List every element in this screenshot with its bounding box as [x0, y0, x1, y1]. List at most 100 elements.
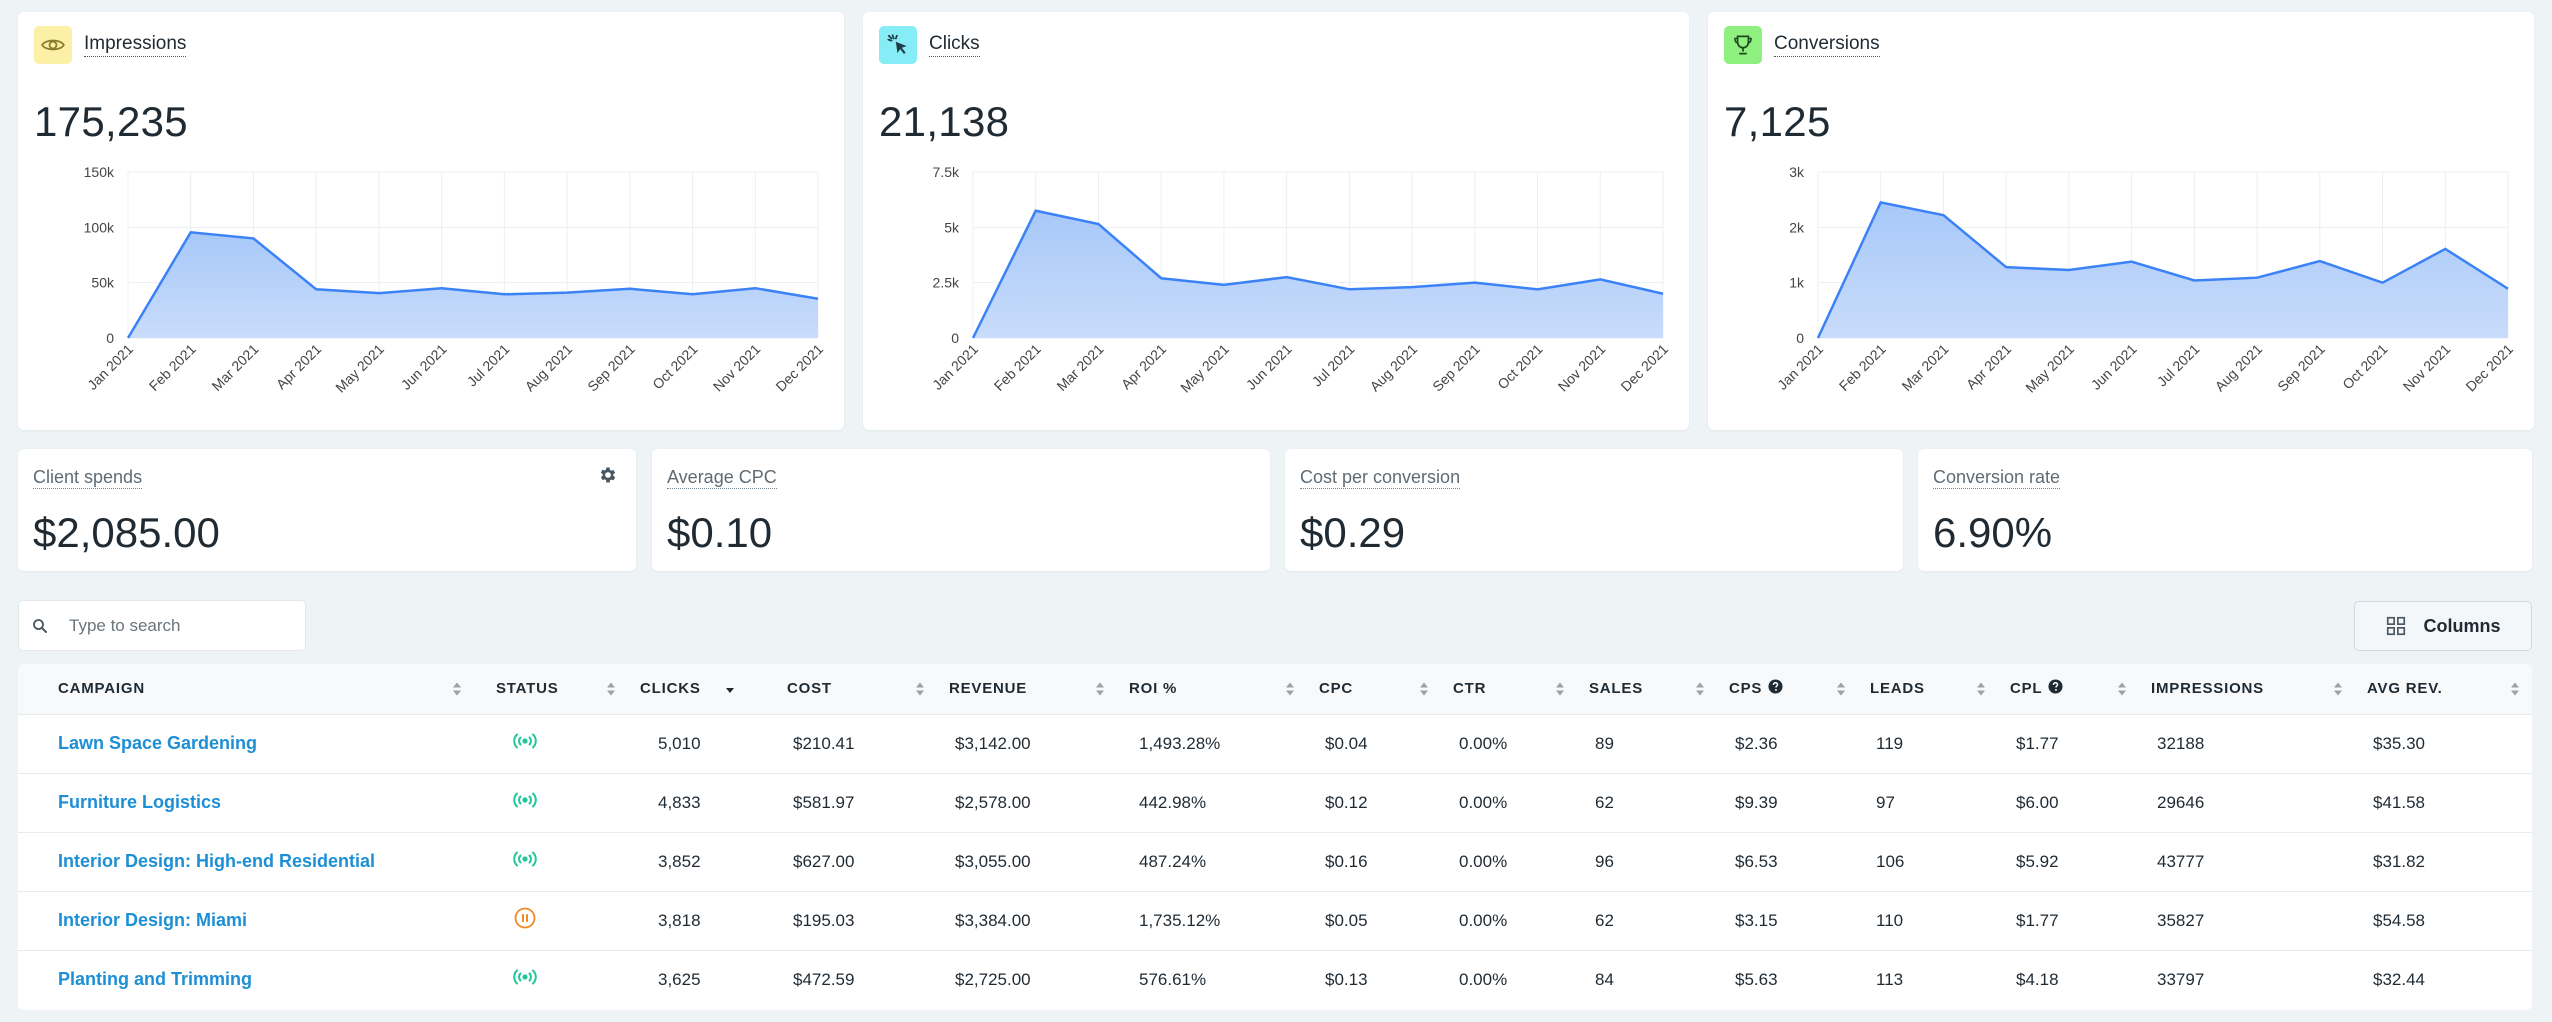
active-status-icon[interactable]: [512, 790, 628, 815]
column-header-cps[interactable]: CPS: [1717, 664, 1858, 714]
sort-icon[interactable]: [1419, 681, 1429, 701]
y-tick-label: 5k: [944, 219, 960, 235]
conversion-rate-value: 6.90%: [1933, 509, 2053, 556]
active-status-icon[interactable]: [512, 967, 628, 992]
campaign-cell: Planting and Trimming: [18, 950, 474, 1009]
ctr-cell: 0.00%: [1459, 792, 1508, 812]
column-header-campaign[interactable]: CAMPAIGN: [18, 664, 474, 714]
columns-button[interactable]: Columns: [2354, 601, 2532, 651]
conversion-rate-label[interactable]: Conversion rate: [1933, 467, 2061, 489]
x-tick-label: Apr 2021: [1963, 341, 2015, 393]
table-row[interactable]: Planting and Trimming 3,625 $472.59 $2,725.…: [18, 950, 2532, 1009]
cps-cell: $2.36: [1735, 733, 1778, 753]
sort-icon[interactable]: [915, 681, 925, 701]
cost-per-conversion-label[interactable]: Cost per conversion: [1300, 467, 1461, 489]
active-status-icon[interactable]: [512, 849, 628, 874]
y-tick-label: 2.5k: [933, 275, 960, 291]
help-icon[interactable]: [2048, 679, 2063, 698]
impressions-value: 175,235: [34, 98, 188, 145]
column-header-label: CPL: [2010, 680, 2043, 698]
x-tick-label: Jul 2021: [1309, 341, 1358, 390]
x-tick-label: Nov 2021: [1555, 341, 1609, 395]
table-row[interactable]: Lawn Space Gardening 5,010 $210.41 $3,142.0…: [18, 714, 2532, 773]
impressions-label[interactable]: Impressions: [84, 33, 187, 57]
column-header-label: REVENUE: [949, 680, 1028, 698]
x-tick-label: Nov 2021: [710, 341, 764, 395]
sort-icon[interactable]: [1976, 681, 1986, 701]
active-status-icon[interactable]: [512, 731, 628, 756]
cpc-cell: $0.04: [1325, 733, 1368, 753]
column-header-cost[interactable]: COST: [775, 664, 937, 714]
average-cpc-card: Average CPC $0.10: [652, 449, 1270, 571]
campaign-link[interactable]: Lawn Space Gardening: [58, 733, 258, 753]
x-tick-label: Feb 2021: [146, 341, 199, 394]
x-tick-label: Jan 2021: [1774, 341, 1826, 393]
avg-rev-cell: $31.82: [2373, 851, 2425, 871]
gear-icon[interactable]: [598, 465, 618, 490]
revenue-cell: $2,725.00: [955, 969, 1031, 989]
campaign-link[interactable]: Interior Design: High-end Residential: [58, 851, 376, 871]
average-cpc-label[interactable]: Average CPC: [667, 467, 777, 489]
x-tick-label: Mar 2021: [1898, 341, 1951, 394]
series-line: [971, 209, 1664, 339]
help-icon[interactable]: [1768, 679, 1783, 698]
sort-icon[interactable]: [1695, 681, 1705, 701]
roi-cell: 1,493.28%: [1139, 733, 1221, 753]
impressions-cell: 33797: [2157, 969, 2205, 989]
cps-cell: $6.53: [1735, 851, 1778, 871]
conversions-label[interactable]: Conversions: [1774, 33, 1880, 57]
campaign-cell: Furniture Logistics: [18, 773, 474, 832]
y-tick-label: 0: [106, 330, 114, 346]
cpl-cell: $4.18: [2016, 969, 2059, 989]
search-box[interactable]: [18, 600, 306, 651]
leads-cell: 113: [1876, 969, 1904, 989]
campaign-link[interactable]: Interior Design: Miami: [58, 910, 248, 930]
client-spends-card: Client spends $2,085.00: [18, 449, 636, 571]
column-header-avg-rev[interactable]: AVG REV.: [2355, 664, 2532, 714]
search-input[interactable]: [69, 615, 269, 636]
sort-icon[interactable]: [606, 681, 616, 701]
campaign-link[interactable]: Planting and Trimming: [58, 969, 253, 990]
column-header-cpl[interactable]: CPL: [1998, 664, 2139, 714]
impressions-chart: 0 50k 100k 150k Jan 2021 Feb 2021 Mar 2021 Apr …: [84, 164, 827, 396]
sort-icon[interactable]: [452, 681, 462, 701]
x-tick-label: Sep 2021: [584, 341, 638, 395]
table-row[interactable]: Interior Design: Miami 3,818 $195.03 $3,384…: [18, 891, 2532, 950]
sort-desc-icon[interactable]: [725, 681, 735, 699]
column-header-leads[interactable]: LEADS: [1858, 664, 1998, 714]
column-header-cpc[interactable]: CPC: [1307, 664, 1441, 714]
sort-icon[interactable]: [1836, 681, 1846, 701]
sort-icon[interactable]: [1555, 681, 1565, 701]
campaign-link[interactable]: Furniture Logistics: [58, 792, 222, 812]
column-header-sales[interactable]: SALES: [1577, 664, 1717, 714]
sort-icon[interactable]: [2333, 681, 2343, 701]
x-tick-label: Oct 2021: [2339, 341, 2391, 393]
column-header-status[interactable]: STATUS: [474, 664, 628, 714]
table-header-row: CAMPAIGN STATUS CLICKS COST REVENUE ROI % CPC C…: [18, 664, 2532, 714]
x-tick-label: May 2021: [332, 341, 387, 396]
clicks-label[interactable]: Clicks: [929, 33, 980, 57]
column-header-label: ROI %: [1129, 680, 1178, 698]
column-header-roi[interactable]: ROI %: [1117, 664, 1307, 714]
avg-rev-cell: $35.30: [2373, 733, 2425, 753]
table-row[interactable]: Interior Design: High-end Residential 3,8…: [18, 832, 2532, 891]
trophy-icon: [1724, 26, 1762, 64]
paused-status-icon[interactable]: [514, 907, 628, 934]
conversions-value: 7,125: [1724, 98, 1831, 145]
column-header-ctr[interactable]: CTR: [1441, 664, 1577, 714]
table-row[interactable]: Furniture Logistics 4,833 $581.97 $2,578.00…: [18, 773, 2532, 832]
y-tick-label: 0: [1796, 330, 1804, 346]
sort-icon[interactable]: [2510, 681, 2520, 701]
series-area: [128, 232, 818, 338]
column-header-revenue[interactable]: REVENUE: [937, 664, 1117, 714]
grid-layout-icon: [2387, 616, 2406, 636]
revenue-cell: $2,578.00: [955, 792, 1031, 812]
column-header-clicks[interactable]: CLICKS: [628, 664, 775, 714]
column-header-impressions[interactable]: IMPRESSIONS: [2139, 664, 2355, 714]
sort-icon[interactable]: [1285, 681, 1295, 701]
x-tick-label: Nov 2021: [2400, 341, 2454, 395]
roi-cell: 487.24%: [1139, 851, 1207, 871]
client-spends-label[interactable]: Client spends: [33, 467, 143, 489]
sort-icon[interactable]: [2117, 681, 2127, 701]
sort-icon[interactable]: [1095, 681, 1105, 701]
